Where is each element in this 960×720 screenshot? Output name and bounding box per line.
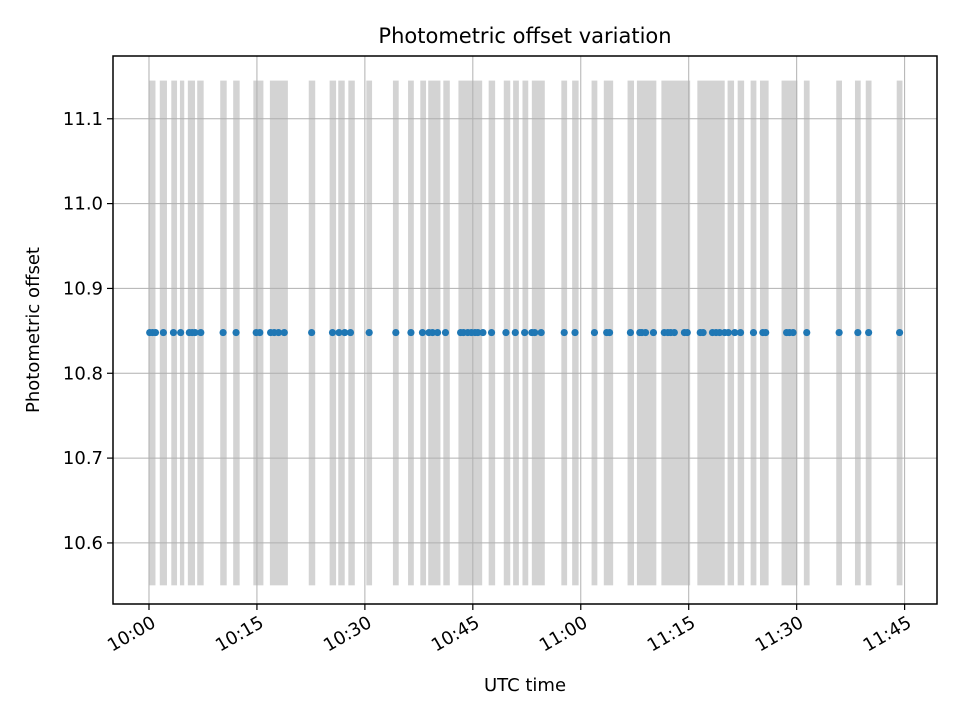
data-point <box>392 328 400 337</box>
data-point <box>699 328 707 337</box>
y-tick-label: 11.0 <box>63 194 103 215</box>
data-point <box>407 328 415 337</box>
data-point <box>749 328 758 337</box>
data-point <box>762 328 770 337</box>
data-point <box>341 328 349 337</box>
data-point <box>511 328 519 337</box>
data-point <box>328 328 337 337</box>
data-point <box>590 328 599 337</box>
data-point <box>537 328 545 337</box>
data-point <box>479 328 487 337</box>
data-point <box>177 328 185 337</box>
chart-title: Photometric offset variation <box>378 24 671 48</box>
data-point <box>571 328 579 337</box>
data-point <box>191 328 199 337</box>
data-point <box>474 328 482 337</box>
data-point <box>649 328 658 337</box>
data-point <box>724 328 732 337</box>
data-point <box>487 328 496 337</box>
y-axis-label: Photometric offset <box>23 247 44 413</box>
data-point <box>346 328 355 337</box>
y-tick-label: 10.7 <box>63 448 103 469</box>
data-point <box>280 328 288 337</box>
data-point <box>803 328 811 337</box>
data-point <box>641 328 650 337</box>
data-point <box>502 328 510 337</box>
data-point <box>274 328 283 337</box>
data-point <box>854 328 862 337</box>
data-point <box>605 328 614 337</box>
data-point <box>428 328 437 337</box>
data-point <box>716 328 724 337</box>
data-point <box>683 328 691 337</box>
x-axis-label: UTC time <box>484 675 566 696</box>
data-point <box>895 328 904 337</box>
data-point <box>418 328 427 337</box>
data-point <box>308 328 316 337</box>
data-point <box>789 328 797 337</box>
data-point <box>335 328 343 337</box>
data-point <box>232 328 240 337</box>
data-point <box>256 328 264 337</box>
data-point <box>159 328 167 337</box>
data-point <box>736 328 745 337</box>
points-layer <box>146 328 904 337</box>
data-point <box>670 328 678 337</box>
data-point <box>626 328 635 337</box>
data-point <box>169 328 178 337</box>
data-point <box>219 328 227 337</box>
y-tick-label: 10.6 <box>63 533 103 554</box>
plot-frame <box>112 55 938 605</box>
data-point <box>865 328 873 337</box>
data-point <box>531 328 539 337</box>
data-point <box>365 328 373 337</box>
data-point <box>197 328 205 337</box>
y-tick-label: 10.9 <box>63 278 103 299</box>
data-point <box>521 328 529 337</box>
data-point <box>433 328 442 337</box>
data-point <box>151 328 160 337</box>
data-point <box>441 328 450 337</box>
data-point <box>731 328 739 337</box>
data-point <box>560 328 568 337</box>
data-point <box>835 328 843 337</box>
y-tick-label: 11.1 <box>63 109 103 130</box>
y-tick-label: 10.8 <box>63 363 103 384</box>
